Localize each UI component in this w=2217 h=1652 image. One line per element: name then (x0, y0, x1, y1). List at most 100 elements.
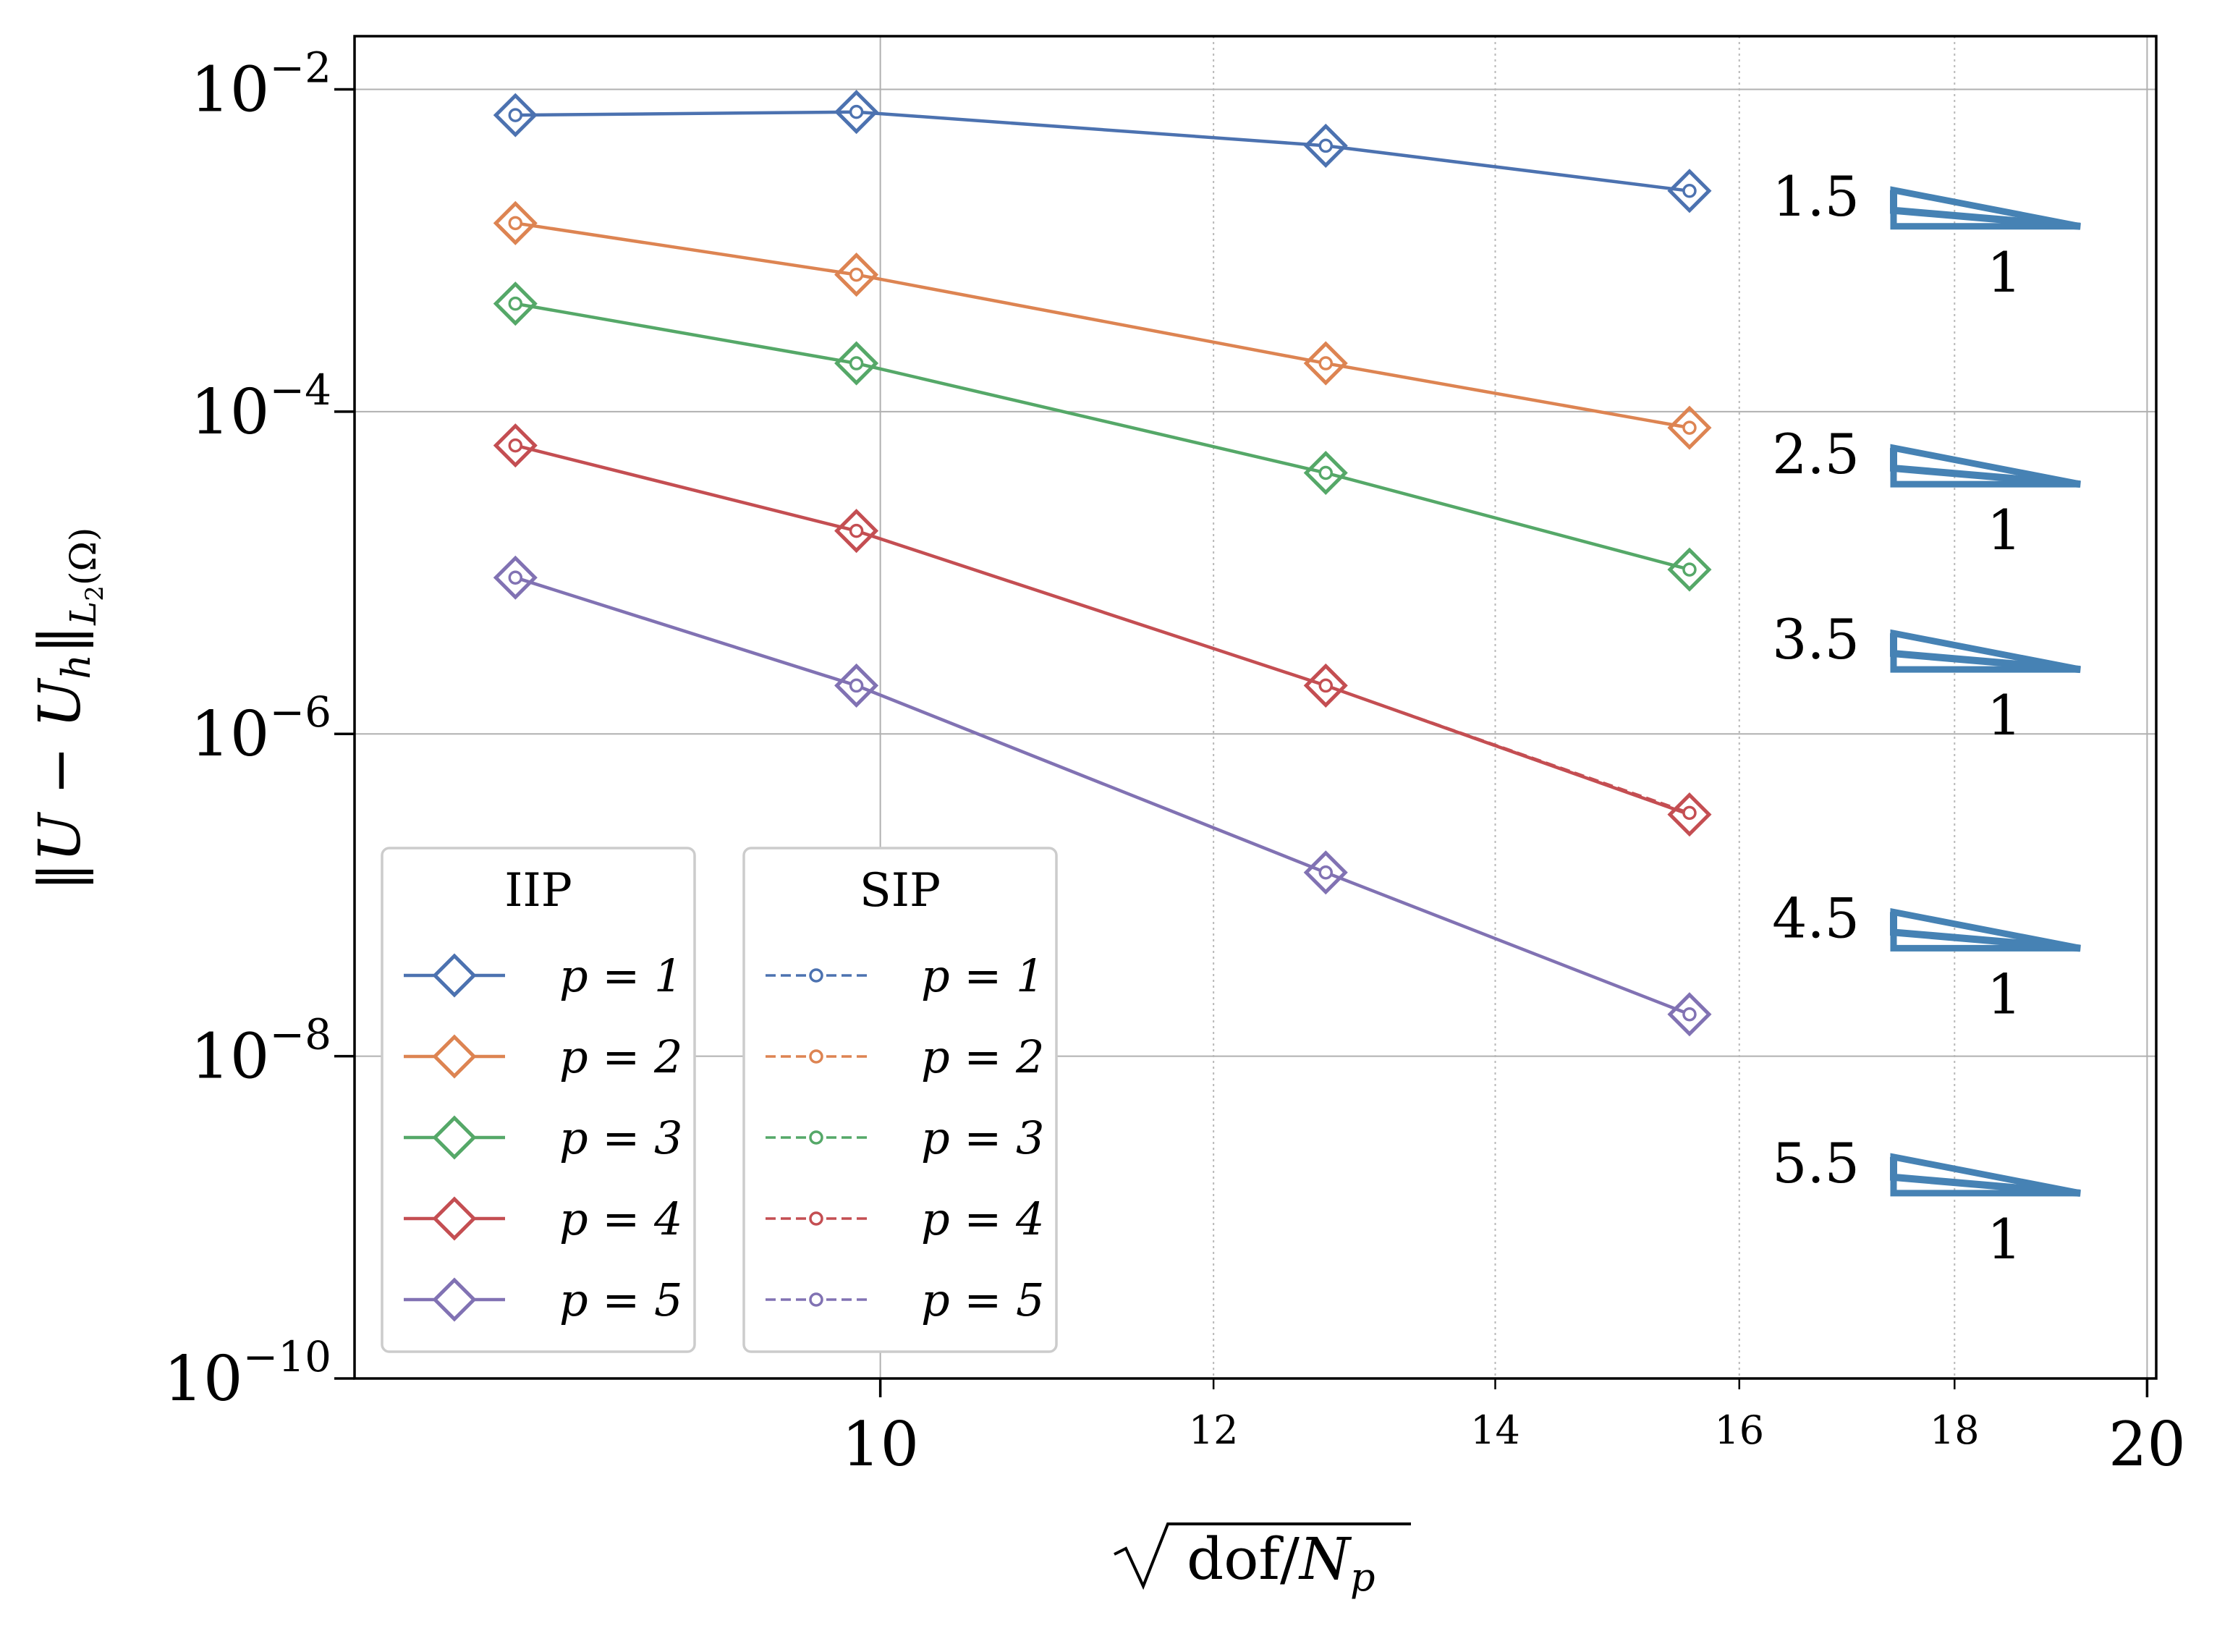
sip-circle-marker (849, 267, 864, 282)
y-tick-exponent: −10 (243, 1332, 331, 1381)
legend-entry-label: p = 3 (921, 1111, 1045, 1164)
iip-diamond-marker (834, 341, 879, 386)
y-tick-base: 10 (190, 376, 269, 449)
legend-diamond-sample (432, 953, 477, 998)
iip-diamond-marker (493, 93, 538, 137)
sip-circle-marker (1682, 1007, 1697, 1022)
legend-diamond-sample (432, 1277, 477, 1322)
y-label-omega: (Ω) (62, 528, 104, 585)
sip-series-line (515, 110, 1690, 192)
iip-diamond-marker (1667, 405, 1712, 450)
legend-entry-label: p = 4 (921, 1193, 1045, 1245)
sip-circle-marker (849, 678, 864, 693)
slope-run-label: 1 (1987, 240, 2022, 305)
sip-circle-marker (1682, 805, 1697, 821)
iip-diamond-marker (1303, 663, 1348, 708)
x-major-tick-label: 20 (2108, 1409, 2186, 1480)
sip-circle-marker (1318, 865, 1334, 880)
sip-series-line (514, 576, 1690, 1016)
x-label-base: dof/ (1187, 1525, 1300, 1593)
iip-diamond-marker (1667, 169, 1712, 213)
y-label-post: ‖ (26, 625, 93, 654)
y-tick-label: 10−2 (190, 43, 331, 126)
x-label-var: N (1298, 1525, 1352, 1593)
svg-text:‖U − Uh‖L2(Ω): ‖U − Uh‖L2(Ω) (26, 528, 109, 891)
slope-rate-label: 2.5 (1772, 422, 1860, 486)
legend-entry-label: p = 2 (559, 1030, 683, 1083)
y-tick-exponent: −6 (270, 687, 332, 737)
y-label-sub: L (62, 601, 104, 626)
slope-triangles: 1.5 1 2.5 1 3.5 1 4.5 1 5.5 1 (1772, 164, 2081, 1271)
sip-circle-marker (1318, 678, 1334, 693)
y-tick-base: 10 (190, 698, 269, 771)
sip-circle-marker (1682, 420, 1697, 435)
sip-circle-marker (1318, 465, 1334, 480)
sip-series-line (515, 221, 1690, 429)
iip-diamond-marker (1303, 450, 1348, 496)
legend-entry-label: p = 4 (559, 1193, 683, 1245)
iip-diamond-marker (1667, 547, 1712, 592)
sip-circle-marker (508, 296, 523, 311)
y-axis-label: ‖U − Uh‖L2(Ω) (26, 528, 109, 891)
legend-entry-label: p = 1 (921, 949, 1045, 1002)
sip-circle-marker (508, 570, 523, 585)
slope-run-label: 1 (1987, 1207, 2022, 1271)
legend-entry-label: p = 2 (921, 1030, 1045, 1083)
sip-series-line (514, 302, 1690, 571)
y-tick-base: 10 (164, 1343, 242, 1415)
iip-diamond-marker (1303, 341, 1348, 386)
iip-diamond-marker (493, 281, 538, 326)
sip-circle-marker (1318, 356, 1334, 370)
y-tick-exponent: −4 (270, 365, 332, 415)
slope-triangle-outline (1890, 186, 2081, 230)
slope-rate-label: 1.5 (1772, 164, 1860, 229)
slope-rate-label: 4.5 (1772, 886, 1860, 950)
legend-circle-sample (809, 1211, 823, 1226)
iip-diamond-marker (834, 90, 879, 135)
x-axis-label: dof/Np (1114, 1522, 1411, 1600)
sip-series-line (514, 444, 1690, 815)
sip-circle-marker (508, 438, 523, 453)
legend-entry-label: p = 5 (921, 1274, 1045, 1326)
slope-run-label: 1 (1987, 498, 2022, 562)
slope-rate-label: 3.5 (1772, 607, 1860, 672)
x-major-tick-label: 10 (842, 1409, 919, 1480)
y-label-u: U (26, 811, 93, 862)
iip-diamond-marker (1303, 850, 1348, 895)
legend-entry-label: p = 3 (559, 1111, 683, 1164)
sip-circle-marker (1682, 184, 1697, 198)
slope-run-label: 1 (1987, 683, 2022, 747)
sip-circle-marker (849, 356, 864, 370)
sip-circle-marker (1682, 562, 1697, 577)
y-label-pre: ‖ (26, 862, 93, 891)
x-minor-tick-label: 16 (1714, 1407, 1764, 1453)
iip-diamond-marker (834, 253, 879, 297)
y-tick-base: 10 (190, 1021, 269, 1093)
legend-title: IIP (504, 864, 572, 918)
iip-diamond-marker (1303, 123, 1348, 168)
legend-diamond-sample (432, 1196, 477, 1241)
legend-entry-label: p = 5 (559, 1274, 683, 1326)
legend: IIP p = 1 p = 2 p = 3 p = 4 p = 5 SIP p = 1 p = … (381, 847, 1058, 1353)
y-tick-label: 10−8 (190, 1010, 331, 1093)
y-tick-label: 10−10 (164, 1332, 331, 1415)
y-label-h: h (54, 654, 99, 679)
plot-frame (353, 35, 2158, 1380)
sip-circle-marker (849, 104, 864, 119)
y-tick-label: 10−6 (190, 687, 331, 771)
slope-triangle-outline (1890, 1153, 2081, 1197)
slope-rate-label: 5.5 (1772, 1131, 1860, 1195)
y-tick-exponent: −2 (270, 43, 332, 92)
iip-diamond-marker (834, 663, 879, 708)
y-tick-base: 10 (190, 54, 269, 126)
y-tick-label: 10−4 (190, 365, 331, 449)
slope-triangle-outline (1890, 444, 2081, 488)
x-minor-tick-label: 14 (1470, 1407, 1520, 1453)
legend-circle-sample (809, 1292, 823, 1307)
slope-triangle-outline (1890, 629, 2081, 673)
sip-circle-marker (849, 523, 864, 538)
iip-diamond-marker (493, 555, 538, 600)
